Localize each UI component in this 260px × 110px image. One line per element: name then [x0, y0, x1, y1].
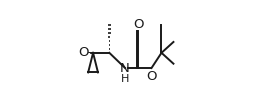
Text: O: O [79, 46, 89, 59]
Text: O: O [133, 18, 144, 31]
Text: O: O [146, 70, 157, 83]
Text: N: N [120, 61, 130, 75]
Text: H: H [121, 74, 129, 84]
